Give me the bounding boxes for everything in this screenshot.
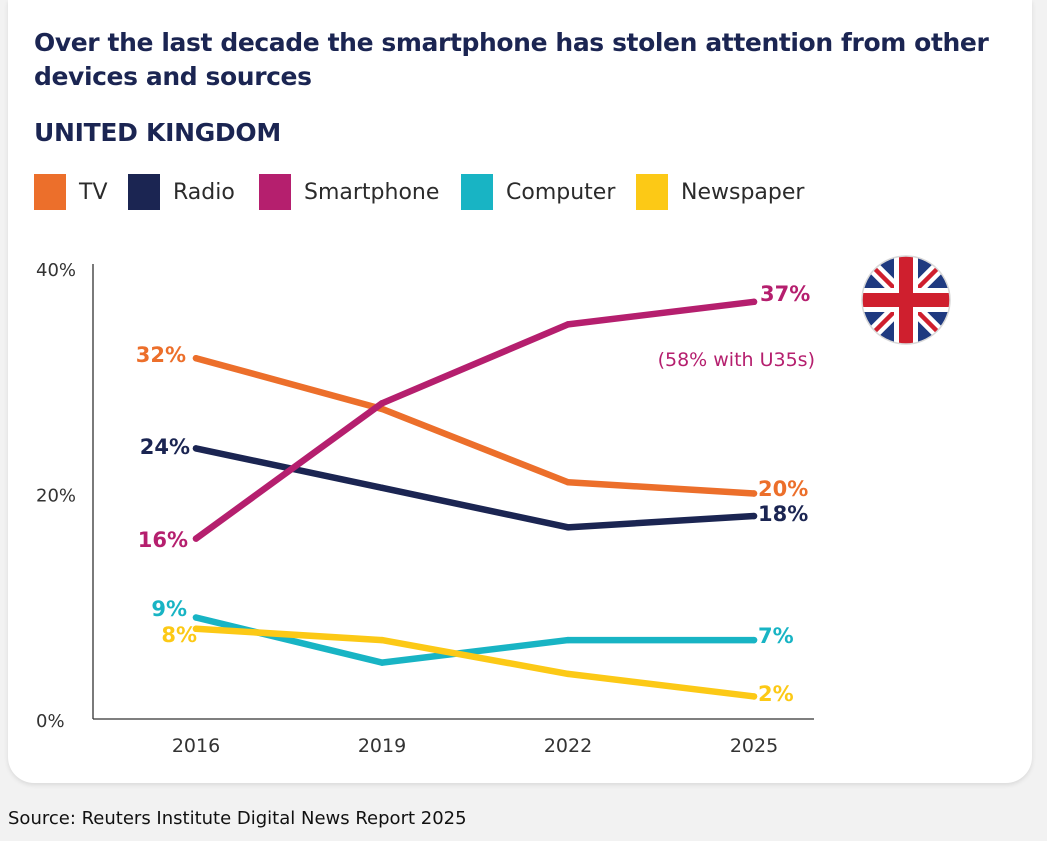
data-point-smartphone-2025 [750, 298, 758, 306]
start-label-tv: 32% [136, 343, 186, 367]
series-line-newspaper [192, 625, 758, 700]
start-label-radio: 24% [140, 435, 190, 459]
data-point-radio-2016 [192, 445, 200, 452]
x-tick-label-2025: 2025 [730, 735, 778, 757]
y-tick-label-0-: 0% [36, 711, 65, 732]
end-label-computer: 7% [758, 624, 794, 648]
x-tick-label-2019: 2019 [358, 735, 406, 757]
data-point-newspaper-2019 [378, 636, 386, 644]
data-point-smartphone-2016 [192, 535, 200, 542]
data-point-newspaper-2022 [564, 670, 572, 678]
region-label: UNITED KINGDOM [34, 118, 281, 147]
data-point-tv-2016 [192, 355, 200, 362]
series-line-tv [192, 354, 758, 497]
data-point-computer-2025 [750, 636, 758, 644]
annotation-smartphone: (58% with U35s) [658, 349, 815, 371]
legend-label-newspaper: Newspaper [681, 180, 805, 205]
end-label-smartphone: 37% [760, 282, 810, 306]
legend-swatch-radio [128, 174, 160, 210]
legend-swatch-newspaper [636, 174, 668, 210]
chart-card [8, 0, 1032, 783]
end-label-radio: 18% [758, 502, 808, 526]
chart-title: Over the last decade the smartphone has … [34, 28, 989, 91]
legend-swatch-computer [461, 174, 493, 210]
data-point-radio-2025 [750, 512, 758, 520]
data-point-smartphone-2019 [378, 400, 386, 407]
end-label-tv: 20% [758, 477, 808, 501]
data-point-radio-2022 [564, 524, 572, 531]
union-jack-flag-icon [861, 255, 951, 345]
start-label-computer: 9% [151, 597, 187, 621]
end-label-newspaper: 2% [758, 682, 794, 706]
legend-swatch-smartphone [259, 174, 291, 210]
series-line-smartphone [192, 298, 758, 542]
legend-swatch-tv [34, 174, 66, 210]
data-point-computer-2016 [192, 614, 200, 621]
data-point-smartphone-2022 [564, 321, 572, 328]
data-point-tv-2022 [564, 479, 572, 486]
legend-label-computer: Computer [506, 180, 616, 205]
legend-label-tv: TV [79, 180, 108, 205]
series-line-computer [192, 614, 758, 666]
x-tick-label-2016: 2016 [172, 735, 220, 757]
x-tick-label-2022: 2022 [544, 735, 592, 757]
data-point-radio-2019 [378, 484, 386, 492]
legend-label-radio: Radio [173, 180, 235, 205]
start-label-smartphone: 16% [138, 528, 188, 552]
data-point-computer-2022 [564, 636, 572, 644]
data-point-newspaper-2025 [750, 693, 758, 700]
y-tick-label-40-: 40% [36, 260, 76, 281]
data-point-computer-2019 [378, 659, 386, 666]
y-tick-label-20-: 20% [36, 486, 76, 507]
start-label-newspaper: 8% [161, 623, 197, 647]
data-point-newspaper-2016 [192, 625, 200, 632]
legend-label-smartphone: Smartphone [304, 180, 440, 205]
data-point-tv-2025 [750, 490, 758, 497]
source-note: Source: Reuters Institute Digital News R… [8, 808, 467, 829]
